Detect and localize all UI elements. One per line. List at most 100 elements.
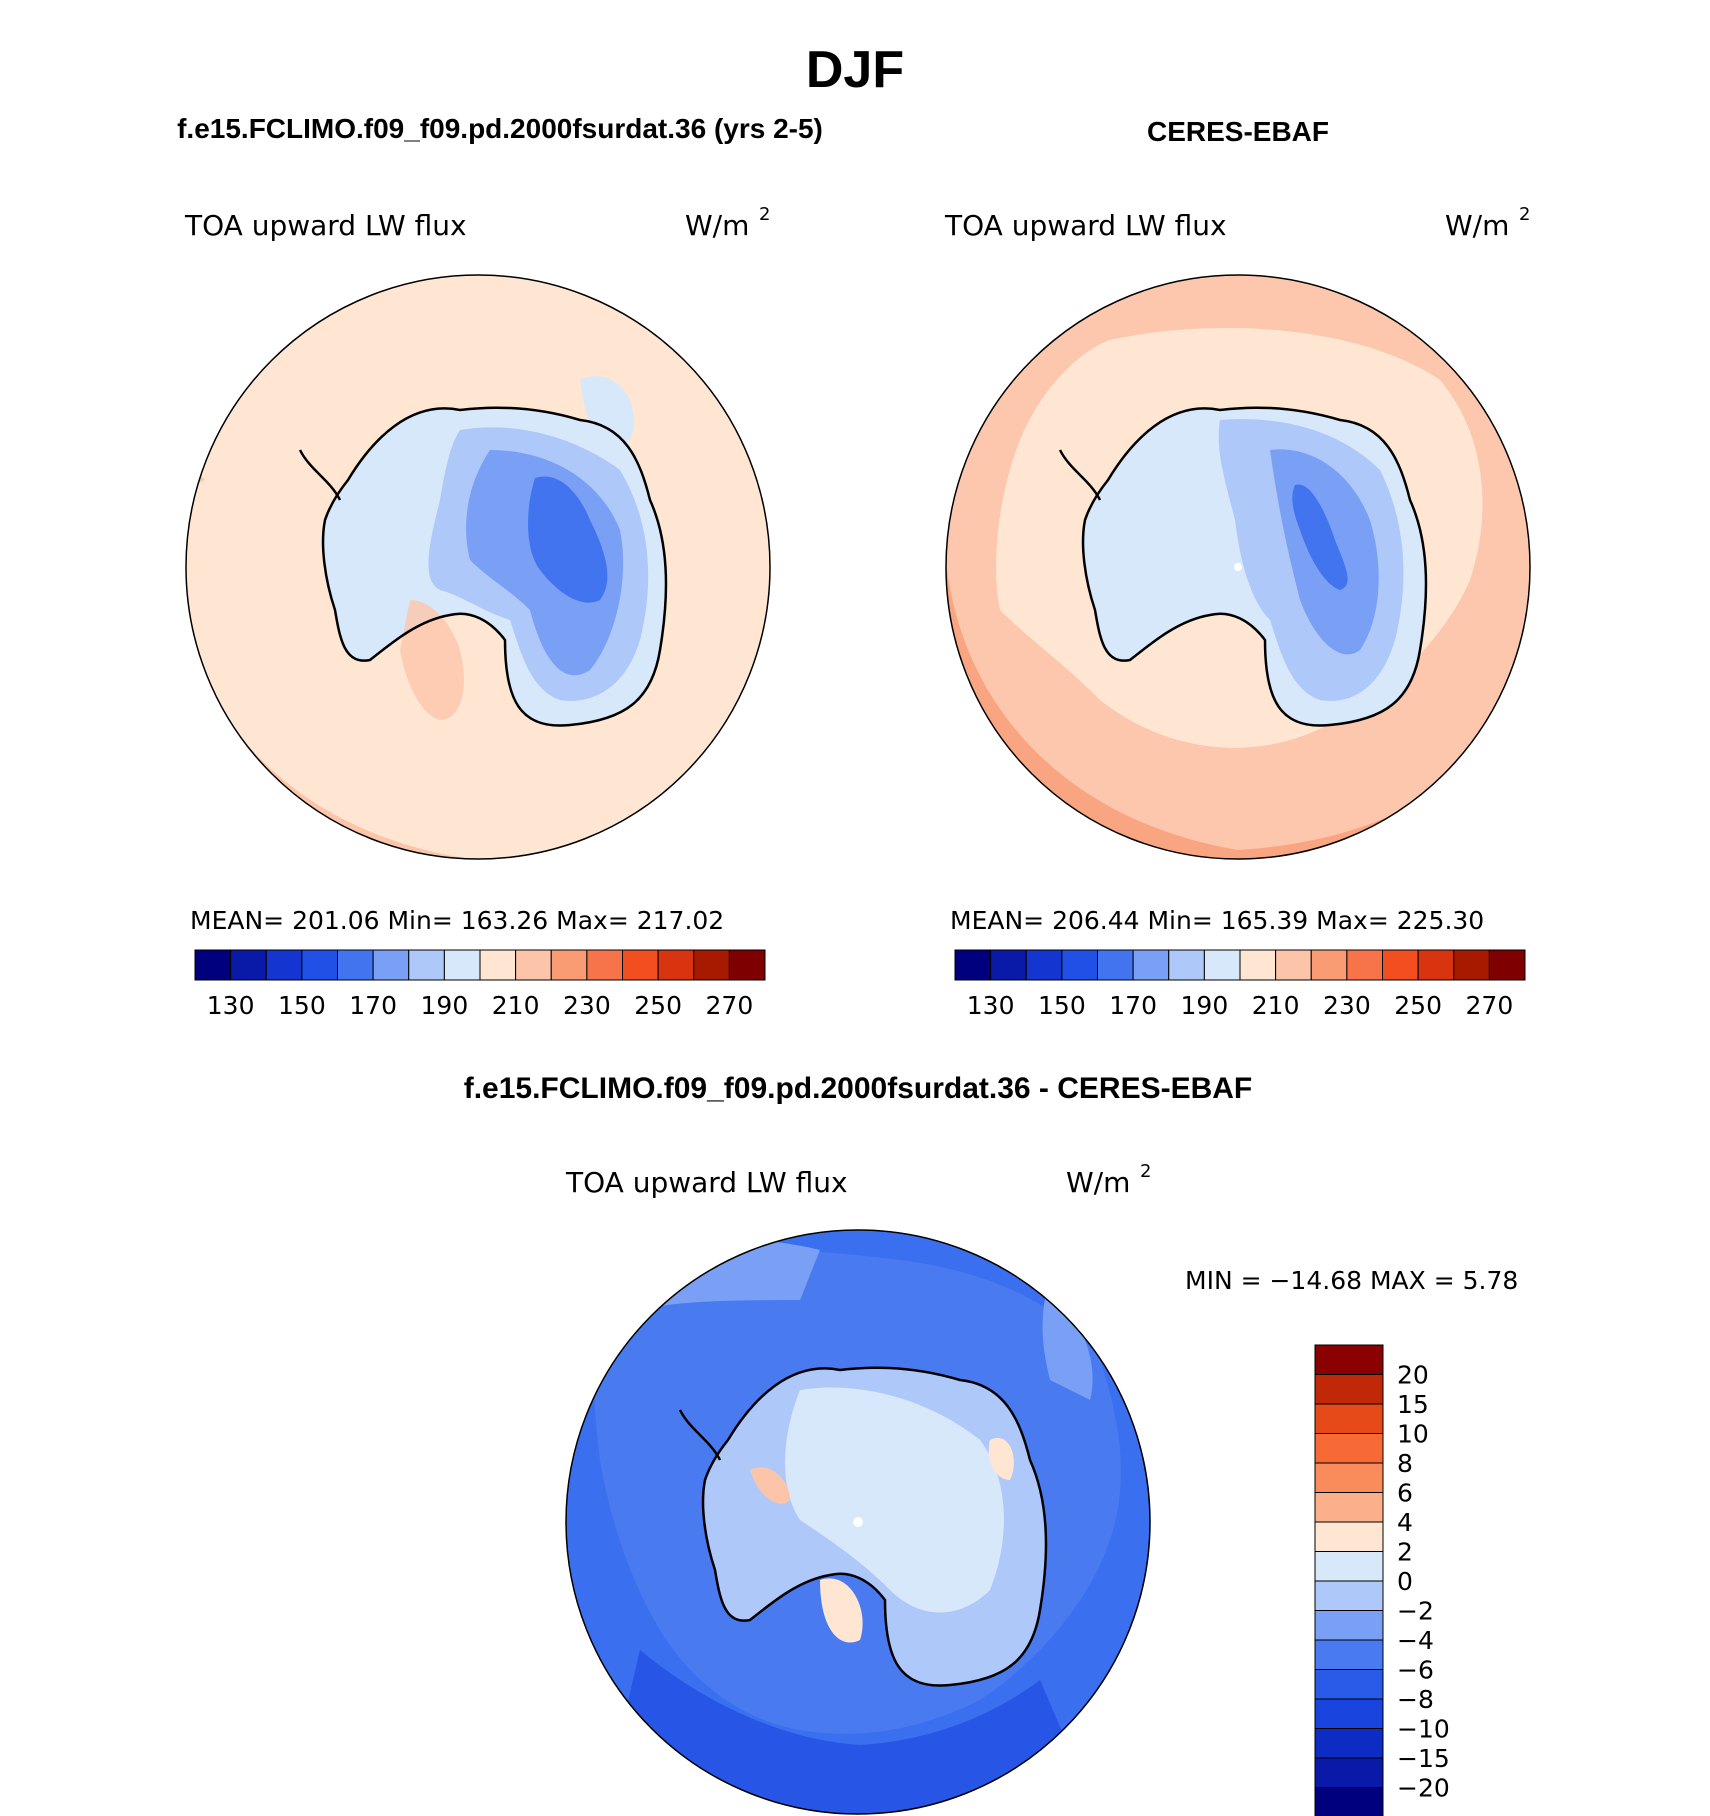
panel3-continent-light <box>785 1387 1004 1613</box>
panel3-colorbar-tick-label: −6 <box>1397 1656 1434 1685</box>
panel3-colorbar-swatch <box>1314 1610 1384 1641</box>
panel3-colorbar-tick-label: −4 <box>1397 1626 1434 1655</box>
panel3-units: W/m 2 <box>1066 1161 1151 1199</box>
panel3-colorbar-tick-label: 10 <box>1397 1420 1429 1449</box>
panel1-colorbar-tick-label: 230 <box>563 991 611 1020</box>
panel3-north-patch <box>620 1238 820 1310</box>
panel1-colorbar-tick-label: 130 <box>207 991 255 1020</box>
panel1-colorbar-tick-label: 210 <box>492 991 540 1020</box>
panel2-colorbar-swatch <box>1346 949 1383 981</box>
panel1-coastal-patch <box>580 376 634 450</box>
panel2-pole-dot <box>1234 563 1242 571</box>
panel2-colorbar-swatch <box>1168 949 1205 981</box>
panel1-colorbar-swatch <box>693 949 730 981</box>
panel3-colorbar-swatch <box>1314 1551 1384 1582</box>
panel2-colorbar-swatch <box>1132 949 1170 981</box>
panel2-colorbar-tick-label: 150 <box>1038 991 1086 1020</box>
panel1-colorbar-tick-label: 270 <box>706 991 754 1020</box>
panel2-stats: MEAN= 206.44 Min= 165.39 Max= 225.30 <box>950 906 1484 935</box>
panel2-colorbar-tick-label: 210 <box>1252 991 1300 1020</box>
panel2-variable: TOA upward LW flux <box>944 209 1227 242</box>
panel2-colorbar-swatch <box>1239 949 1277 981</box>
panel1-colorbar-labels: 130 150 170 190 210 230 250 270 <box>207 991 753 1020</box>
panel2-map <box>946 275 1530 859</box>
panel2-colorbar-swatch <box>1061 949 1098 981</box>
panel3-colorbar-tick-label: 15 <box>1397 1390 1429 1419</box>
panel3-stats: MIN = −14.68 MAX = 5.78 <box>1185 1266 1518 1295</box>
panel3-colorbar-swatch <box>1314 1580 1384 1611</box>
panel2-colorbar-tick-label: 170 <box>1109 991 1157 1020</box>
panel1-units-text: W/m <box>685 209 749 242</box>
panel3-colorbar-tick-label: 4 <box>1397 1508 1413 1537</box>
panel2-units: W/m 2 <box>1445 204 1530 242</box>
panel3-warm-patch-1 <box>750 1467 790 1504</box>
panel1-colorbar-swatch <box>337 949 374 981</box>
panel1-colorbar-tick-label: 170 <box>349 991 397 1020</box>
panel3-colorbar-tick-label: −2 <box>1397 1597 1434 1626</box>
panel2-contour-core <box>1292 484 1348 590</box>
panel2-colorbar-tick-label: 190 <box>1181 991 1229 1020</box>
panel2-colorbar-swatch <box>1382 949 1419 981</box>
panel2-colorbar-swatch <box>1488 949 1526 981</box>
panel2-peninsula <box>1058 449 1102 501</box>
panel1-colorbar-swatch <box>265 949 303 981</box>
panel3-colorbar-tick-label: 20 <box>1397 1361 1429 1390</box>
panel2-colorbar-swatch <box>1310 949 1348 981</box>
panel2-colorbar-swatch <box>1417 949 1455 981</box>
panel3-colorbar-tick-label: −10 <box>1397 1715 1450 1744</box>
panel3-colorbar-swatch <box>1314 1344 1384 1375</box>
panel1-coastline <box>321 406 668 727</box>
panel3-colorbar-tick-label: 6 <box>1397 1479 1413 1508</box>
panel1-colorbar-swatch <box>728 949 766 981</box>
panel2-colorbar-swatch <box>990 949 1027 981</box>
panel3-south-band <box>600 1650 1100 1814</box>
panel1-colorbar-tick-label: 190 <box>421 991 469 1020</box>
panel3-colorbar-swatch <box>1314 1462 1384 1493</box>
panel2-title: CERES-EBAF <box>1147 116 1329 147</box>
panel1-west-band <box>186 330 205 500</box>
panel3-colorbar-swatch <box>1314 1728 1384 1759</box>
panel1-colorbar-swatch <box>372 949 410 981</box>
panel2-colorbar-swatch <box>1025 949 1063 981</box>
panel1-peninsula <box>298 449 342 501</box>
panel3-units-exp: 2 <box>1140 1161 1151 1182</box>
panel2-colorbar-labels: 130 150 170 190 210 230 250 270 <box>967 991 1513 1020</box>
panel3-peninsula <box>678 1409 722 1461</box>
panel3-colorbar-swatch <box>1314 1374 1384 1405</box>
panel3-map-border <box>565 1229 1151 1815</box>
panel3-warm-patch-2 <box>820 1578 863 1643</box>
panel2-coastline <box>1081 406 1428 727</box>
panel3-colorbar-swatch <box>1314 1698 1384 1729</box>
panel1-colorbar-swatch <box>515 949 552 981</box>
panel3-colorbar-tick-label: −8 <box>1397 1685 1434 1714</box>
panel3-colorbar <box>1314 1344 1384 1816</box>
panel3-colorbar-tick-label: −15 <box>1397 1744 1450 1773</box>
panel1-colorbar-swatch <box>586 949 623 981</box>
panel3-colorbar-swatch <box>1314 1757 1384 1788</box>
panel1-units: W/m 2 <box>685 204 770 242</box>
panel1-colorbar-swatch <box>194 949 232 981</box>
panel2-colorbar-tick-label: 130 <box>967 991 1015 1020</box>
panel3-colorbar-swatch <box>1314 1521 1384 1552</box>
panel1-colorbar-swatch <box>301 949 338 981</box>
panel1-colorbar-swatch <box>657 949 695 981</box>
panel1-colorbar-swatch <box>622 949 659 981</box>
panel2-colorbar-tick-label: 250 <box>1394 991 1442 1020</box>
panel2-units-text: W/m <box>1445 209 1509 242</box>
panel1-variable: TOA upward LW flux <box>184 209 467 242</box>
panel2-colorbar-swatch <box>1097 949 1134 981</box>
panel3-warm-patch-3 <box>988 1438 1014 1480</box>
panel3-title: f.e15.FCLIMO.f09_f09.pd.2000fsurdat.36 -… <box>464 1072 1253 1105</box>
panel1-colorbar-tick-label: 150 <box>278 991 326 1020</box>
panel3-colorbar-tick-label: −20 <box>1397 1774 1450 1803</box>
panel1-contour-core <box>528 476 608 603</box>
panel1-colorbar-swatch <box>443 949 481 981</box>
panel3-colorbar-swatch <box>1314 1403 1384 1434</box>
panel3-colorbar-tick-label: 8 <box>1397 1449 1413 1478</box>
panel2-colorbar-tick-label: 270 <box>1466 991 1514 1020</box>
panel1-colorbar-swatch <box>408 949 445 981</box>
panel3-pole-dot <box>853 1517 863 1527</box>
panel1-units-exp: 2 <box>759 204 770 225</box>
